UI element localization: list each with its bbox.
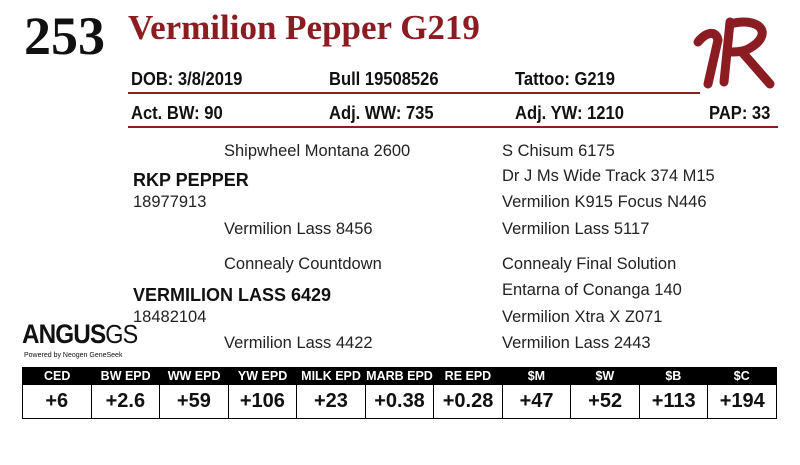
great-grandparent: S Chisum 6175 [502, 142, 615, 160]
great-grandparent: Vermilion K915 Focus N446 [502, 193, 707, 211]
epd-header-cell: MARB EPD [366, 369, 433, 383]
epd-header-cell: BW EPD [100, 369, 151, 383]
adjusted-yearling-weight: Adj. YW: 1210 [515, 103, 624, 123]
angus-logo-suffix: GS [105, 319, 138, 349]
header-rule [128, 92, 700, 94]
epd-header-cell: $C [733, 369, 750, 383]
epd-header-cell: YW EPD [237, 369, 288, 383]
epd-header-cell: $W [595, 369, 615, 383]
epd-value-cell: +52 [570, 385, 639, 418]
epd-header-cell: CED [44, 369, 71, 383]
tattoo: Tattoo: G219 [515, 69, 615, 89]
info-rule [128, 126, 778, 128]
epd-value-cell: +2.6 [90, 385, 160, 418]
lot-number: 253 [24, 6, 105, 66]
pap-score: PAP: 33 [709, 103, 771, 123]
epd-value-cell: +113 [638, 385, 708, 418]
sire-name: RKP PEPPER [133, 170, 249, 190]
vr-brand-logo-icon [693, 17, 775, 89]
epd-header-cell: $B [665, 369, 682, 383]
angus-logo-tagline: Powered by Neogen GeneSeek [24, 352, 123, 359]
epd-value-cell: +194 [707, 385, 776, 418]
dob: DOB: 3/8/2019 [131, 69, 243, 89]
epd-header-cell: MILK EPD [301, 369, 361, 383]
dam-sire: Connealy Countdown [224, 255, 382, 273]
epd-header-cell: WW EPD [167, 369, 221, 383]
angus-gs-logo: ANGUSGS Powered by Neogen GeneSeek [22, 318, 138, 364]
sire-sire: Shipwheel Montana 2600 [224, 142, 411, 160]
epd-header-row: CED BW EPD WW EPD YW EPD MILK EPD MARB EPD RE … [23, 368, 776, 385]
epd-value-cell: +47 [501, 385, 571, 418]
epd-value-cell: +0.38 [364, 385, 434, 418]
actual-birth-weight: Act. BW: 90 [131, 103, 223, 123]
epd-value-row: +6 +2.6 +59 +106 +23 +0.38 +0.28 +47 +52 +113 +194 [23, 385, 776, 418]
adjusted-weaning-weight: Adj. WW: 735 [329, 103, 434, 123]
registration-number: Bull 19508526 [329, 69, 439, 89]
great-grandparent: Entarna of Conanga 140 [502, 281, 682, 299]
epd-value-cell: +106 [227, 385, 297, 418]
epd-value-cell: +59 [159, 385, 228, 418]
dam-name: VERMILION LASS 6429 [133, 285, 332, 305]
dam-registration: 18482104 [133, 308, 207, 326]
epd-value-cell: +23 [296, 385, 365, 418]
great-grandparent: Dr J Ms Wide Track 374 M15 [502, 167, 715, 185]
sire-dam: Vermilion Lass 8456 [224, 220, 373, 238]
epd-value-cell: +6 [45, 390, 69, 412]
angus-logo-text: ANGUS [22, 319, 106, 349]
epd-header-cell: $M [527, 369, 546, 383]
angus-logo-word: ANGUSGS [22, 318, 138, 350]
epd-value-cell: +0.28 [433, 385, 502, 418]
great-grandparent: Vermilion Xtra X Z071 [502, 308, 663, 326]
epd-header-cell: RE EPD [444, 369, 492, 383]
dam-dam: Vermilion Lass 4422 [224, 334, 373, 352]
great-grandparent: Vermilion Lass 5117 [502, 220, 650, 238]
animal-name: Vermilion Pepper G219 [128, 8, 480, 47]
sire-registration: 18977913 [133, 193, 207, 211]
epd-table: CED BW EPD WW EPD YW EPD MILK EPD MARB EPD RE … [22, 367, 777, 419]
great-grandparent: Vermilion Lass 2443 [502, 334, 651, 352]
great-grandparent: Connealy Final Solution [502, 255, 677, 273]
